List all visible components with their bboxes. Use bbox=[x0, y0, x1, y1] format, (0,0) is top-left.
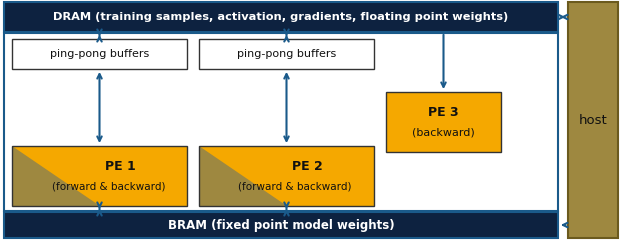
Text: (forward & backward): (forward & backward) bbox=[238, 182, 352, 192]
Bar bbox=[12, 146, 187, 206]
Text: ping-pong buffers: ping-pong buffers bbox=[237, 49, 336, 59]
Bar bbox=[4, 33, 558, 211]
Bar bbox=[199, 146, 374, 206]
Polygon shape bbox=[12, 146, 100, 206]
Bar bbox=[12, 39, 187, 69]
Text: (backward): (backward) bbox=[412, 128, 475, 138]
Polygon shape bbox=[199, 146, 287, 206]
Text: PE 3: PE 3 bbox=[428, 107, 459, 120]
Bar bbox=[4, 2, 558, 32]
Bar bbox=[386, 92, 501, 152]
Text: host: host bbox=[578, 114, 607, 126]
Bar bbox=[4, 212, 558, 238]
Text: PE 2: PE 2 bbox=[292, 161, 323, 174]
Text: (forward & backward): (forward & backward) bbox=[52, 182, 165, 192]
Text: PE 1: PE 1 bbox=[105, 161, 136, 174]
Bar bbox=[12, 146, 187, 206]
Text: DRAM (training samples, activation, gradients, floating point weights): DRAM (training samples, activation, grad… bbox=[53, 12, 509, 22]
Bar bbox=[199, 39, 374, 69]
Text: ping-pong buffers: ping-pong buffers bbox=[50, 49, 149, 59]
Bar bbox=[568, 2, 618, 238]
Text: BRAM (fixed point model weights): BRAM (fixed point model weights) bbox=[168, 218, 394, 232]
Bar bbox=[199, 146, 374, 206]
